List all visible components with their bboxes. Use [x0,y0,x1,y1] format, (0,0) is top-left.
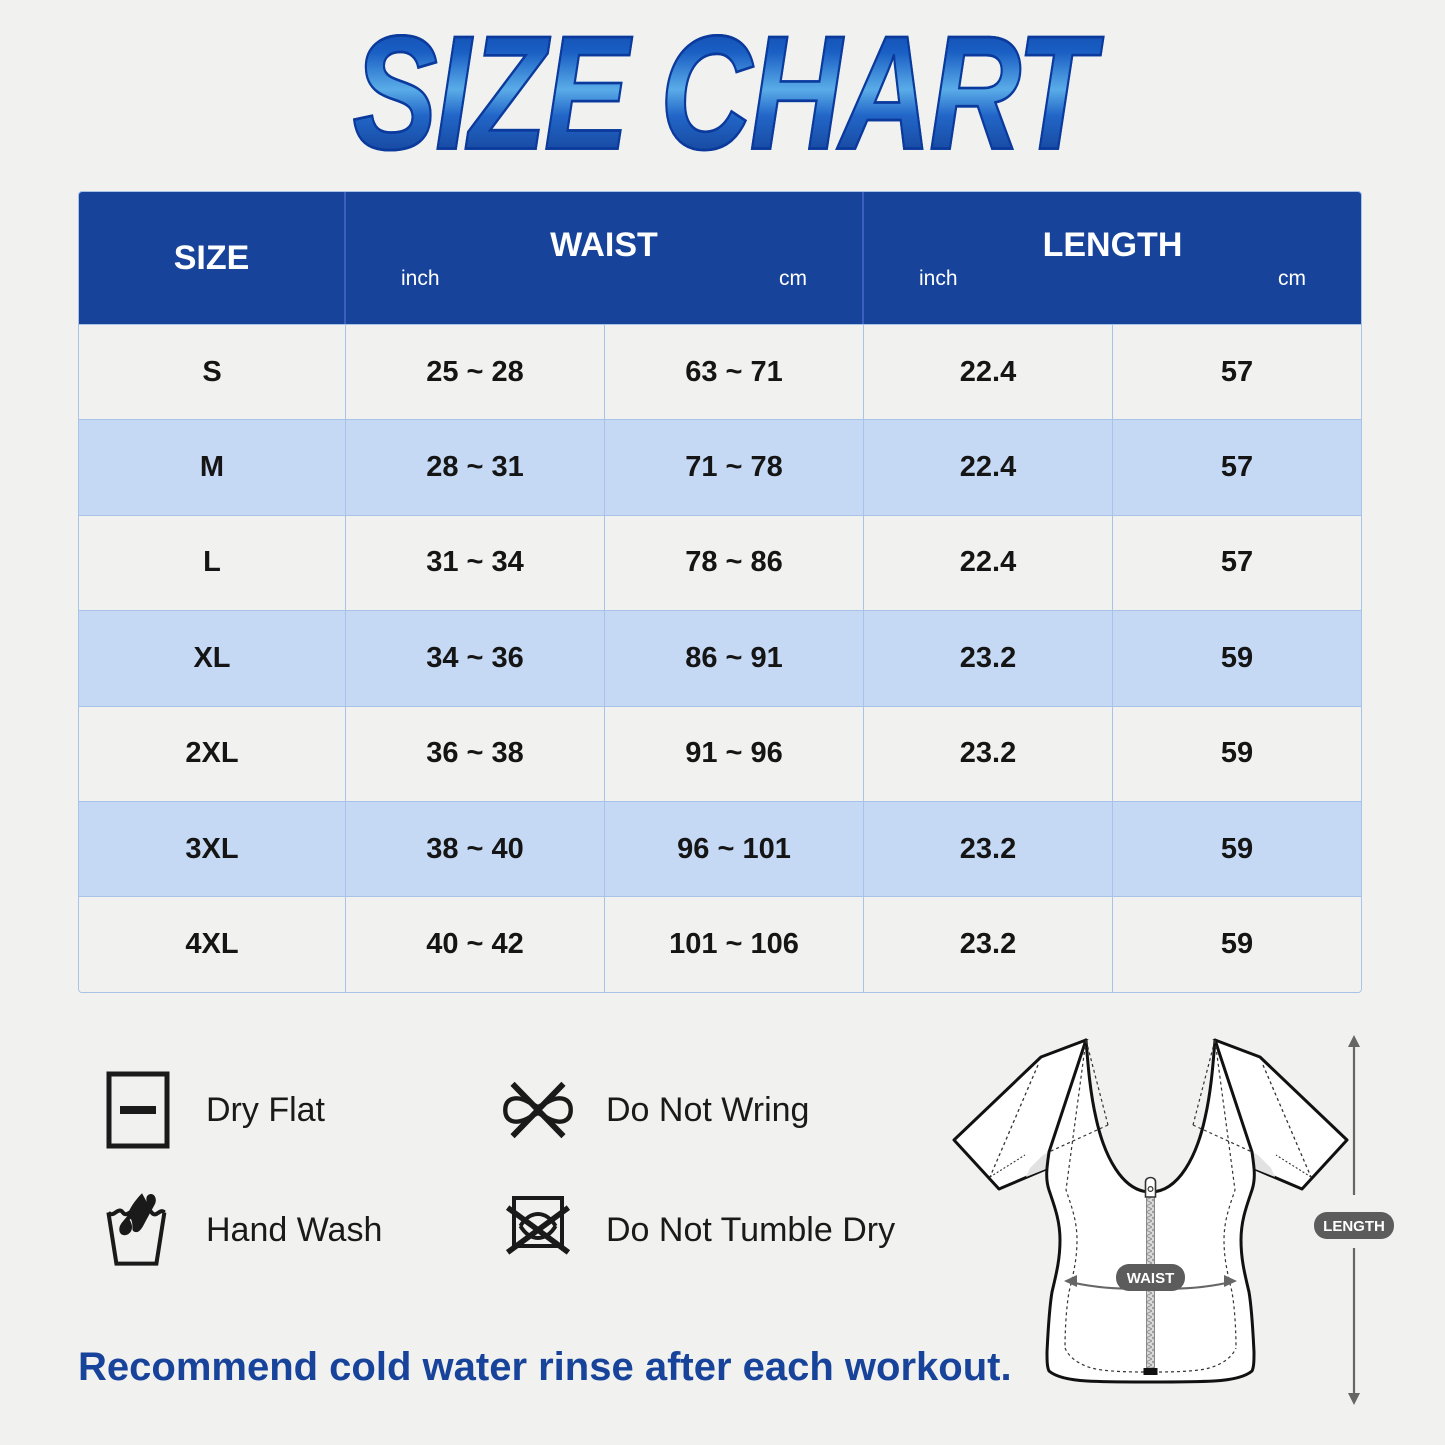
svg-text:LENGTH: LENGTH [1323,1218,1385,1235]
svg-text:WAIST: WAIST [1127,1270,1175,1287]
